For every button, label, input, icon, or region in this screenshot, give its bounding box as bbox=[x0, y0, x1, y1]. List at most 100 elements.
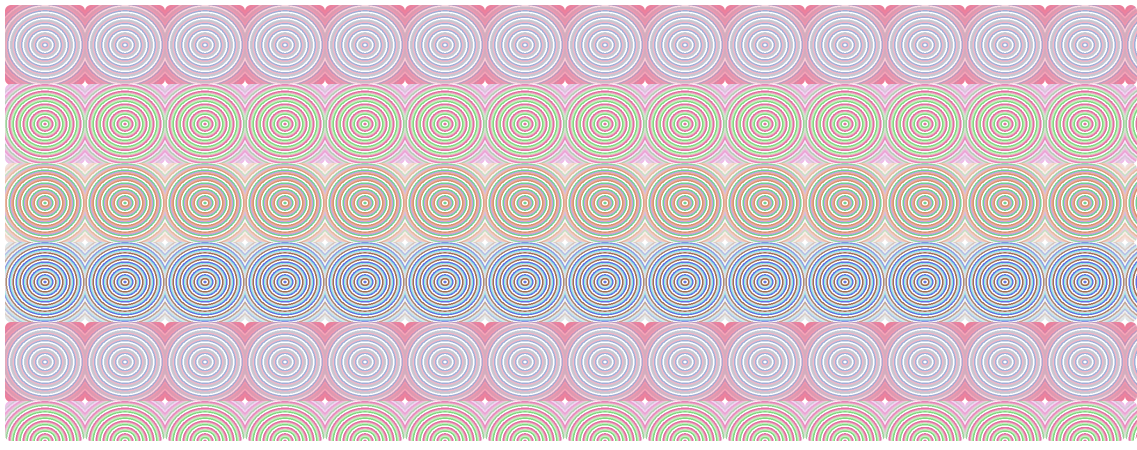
pattern-cell-pink-green bbox=[885, 401, 965, 441]
pattern-tile bbox=[325, 322, 405, 441]
pattern-cell-grey-blue bbox=[165, 322, 245, 402]
pattern-cell-grey-blue bbox=[805, 5, 885, 85]
pattern-cell-pink-green bbox=[725, 84, 805, 164]
pattern-cell-pink-green bbox=[1125, 84, 1137, 164]
pattern-tile bbox=[245, 322, 325, 441]
pattern-cell-pink-green bbox=[565, 84, 645, 164]
pattern-tile bbox=[965, 322, 1045, 441]
pattern-tile bbox=[1125, 322, 1137, 441]
pattern-cell-grey-blue bbox=[965, 5, 1045, 85]
pattern-cell-grey-blue bbox=[565, 5, 645, 85]
pattern-cell-pink-green bbox=[5, 84, 85, 164]
pattern-cell-green-orange bbox=[565, 163, 645, 243]
pattern-tile bbox=[645, 5, 725, 322]
pattern-tile bbox=[405, 5, 485, 322]
pattern-tile bbox=[805, 5, 885, 322]
pattern-cell-blue-brown bbox=[565, 242, 645, 322]
pattern-cell-grey-blue bbox=[325, 322, 405, 402]
pattern-cell-grey-blue bbox=[1125, 5, 1137, 85]
pattern-cell-grey-blue bbox=[645, 322, 725, 402]
pattern-cell-pink-green bbox=[405, 401, 485, 441]
pattern-cell-grey-blue bbox=[645, 5, 725, 85]
pattern-tile bbox=[5, 322, 85, 441]
pattern-cell-blue-brown bbox=[645, 242, 725, 322]
pattern-cell-grey-blue bbox=[885, 5, 965, 85]
pattern-cell-grey-blue bbox=[485, 322, 565, 402]
pattern-cell-pink-green bbox=[485, 401, 565, 441]
pattern-cell-pink-green bbox=[165, 84, 245, 164]
pattern-cell-green-orange bbox=[1045, 163, 1125, 243]
pattern-cell-blue-brown bbox=[965, 242, 1045, 322]
pattern-cell-pink-green bbox=[245, 401, 325, 441]
pattern-tile bbox=[1045, 322, 1125, 441]
pattern-cell-grey-blue bbox=[885, 322, 965, 402]
pattern-cell-green-orange bbox=[245, 163, 325, 243]
pattern-cell-green-orange bbox=[1125, 163, 1137, 243]
pattern-cell-pink-green bbox=[645, 401, 725, 441]
pattern-cell-blue-brown bbox=[1125, 242, 1137, 322]
pattern-cell-pink-green bbox=[645, 84, 725, 164]
pattern-cell-pink-green bbox=[485, 84, 565, 164]
pattern-cell-grey-blue bbox=[485, 5, 565, 85]
pattern-tile bbox=[1125, 5, 1137, 322]
pattern-cell-grey-blue bbox=[5, 322, 85, 402]
pattern-tile bbox=[85, 5, 165, 322]
pattern-cell-blue-brown bbox=[5, 242, 85, 322]
pattern-cell-grey-blue bbox=[1045, 322, 1125, 402]
pattern-tile bbox=[5, 5, 85, 322]
pattern-cell-blue-brown bbox=[245, 242, 325, 322]
pattern-cell-grey-blue bbox=[325, 5, 405, 85]
pattern-tile bbox=[565, 5, 645, 322]
pattern-cell-pink-green bbox=[1125, 401, 1137, 441]
pattern-cell-green-orange bbox=[165, 163, 245, 243]
pattern-cell-pink-green bbox=[1045, 401, 1125, 441]
pattern-tile bbox=[85, 322, 165, 441]
pattern-cell-grey-blue bbox=[965, 322, 1045, 402]
pattern-cell-green-orange bbox=[85, 163, 165, 243]
pattern-cell-blue-brown bbox=[725, 242, 805, 322]
pattern-cell-grey-blue bbox=[165, 5, 245, 85]
pattern-tile bbox=[325, 5, 405, 322]
pattern-tile bbox=[165, 322, 245, 441]
pattern-cell-grey-blue bbox=[245, 5, 325, 85]
pattern-cell-pink-green bbox=[805, 84, 885, 164]
pattern-cell-pink-green bbox=[725, 401, 805, 441]
pattern-cell-green-orange bbox=[725, 163, 805, 243]
pattern-cell-blue-brown bbox=[165, 242, 245, 322]
pattern-cell-green-orange bbox=[645, 163, 725, 243]
pattern-cell-pink-green bbox=[5, 401, 85, 441]
pattern-cell-pink-green bbox=[885, 84, 965, 164]
pattern-cell-grey-blue bbox=[725, 5, 805, 85]
pattern-cell-blue-brown bbox=[405, 242, 485, 322]
pattern-cell-pink-green bbox=[405, 84, 485, 164]
pattern-cell-grey-blue bbox=[405, 322, 485, 402]
pattern-tile bbox=[805, 322, 885, 441]
pattern-cell-green-orange bbox=[885, 163, 965, 243]
pattern-tile bbox=[485, 322, 565, 441]
pattern-cell-pink-green bbox=[1045, 84, 1125, 164]
pattern-cell-green-orange bbox=[805, 163, 885, 243]
pattern-cell-grey-blue bbox=[1045, 5, 1125, 85]
pattern-tile bbox=[1045, 5, 1125, 322]
pattern-cell-pink-green bbox=[565, 401, 645, 441]
pattern-cell-grey-blue bbox=[805, 322, 885, 402]
pattern-tile bbox=[565, 322, 645, 441]
pattern-cell-pink-green bbox=[965, 401, 1045, 441]
pattern-cell-grey-blue bbox=[1125, 322, 1137, 402]
pattern-cell-pink-green bbox=[325, 84, 405, 164]
pattern-cell-blue-brown bbox=[325, 242, 405, 322]
pattern-cell-pink-green bbox=[245, 84, 325, 164]
pattern-tile bbox=[965, 5, 1045, 322]
pattern-cell-grey-blue bbox=[5, 5, 85, 85]
pattern-cell-pink-green bbox=[85, 401, 165, 441]
pattern-tile bbox=[885, 322, 965, 441]
tiled-pattern bbox=[5, 0, 1137, 441]
pattern-cell-blue-brown bbox=[85, 242, 165, 322]
pattern-cell-grey-blue bbox=[85, 5, 165, 85]
pattern-cell-blue-brown bbox=[805, 242, 885, 322]
pattern-tile bbox=[645, 322, 725, 441]
pattern-cell-blue-brown bbox=[485, 242, 565, 322]
pattern-tile bbox=[725, 5, 805, 322]
pattern-cell-blue-brown bbox=[885, 242, 965, 322]
pattern-cell-grey-blue bbox=[725, 322, 805, 402]
